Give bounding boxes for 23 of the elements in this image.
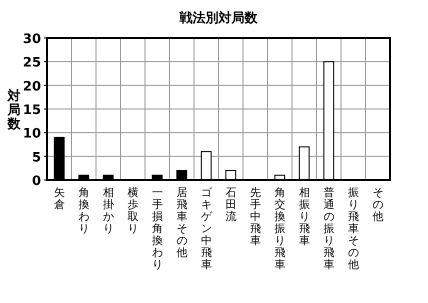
x-tick-label: 普通の振り飛車 xyxy=(323,186,334,271)
y-tick-label: 5 xyxy=(32,150,41,166)
x-tick-label: その他 xyxy=(372,186,384,223)
x-tick-label: 角換わり xyxy=(78,186,90,235)
x-tick-label: 矢倉 xyxy=(54,186,65,211)
x-tick-label: 一手損角換わり xyxy=(152,186,163,271)
chart-title: 戦法別対局数 xyxy=(178,10,258,26)
y-tick-label: 30 xyxy=(22,32,41,47)
y-tick-label: 15 xyxy=(22,103,41,118)
x-tick-label: 相掛かり xyxy=(102,186,114,235)
x-tick-label: 相振り飛車 xyxy=(298,186,310,247)
x-tick-label: 居飛車その他 xyxy=(176,186,188,259)
y-tick-label: 0 xyxy=(32,174,41,189)
x-tick-label: 横歩取り xyxy=(127,186,138,235)
y-tick-label: 20 xyxy=(22,79,41,94)
x-tick-label: 先手中飛車 xyxy=(250,186,261,247)
x-tick-label: 石田流 xyxy=(225,186,236,223)
y-tick-label: 10 xyxy=(22,126,41,142)
x-tick-label: ゴキゲン中飛車 xyxy=(200,186,213,271)
y-axis-title: 対局数 xyxy=(6,88,22,132)
y-tick-label: 25 xyxy=(22,56,41,71)
x-tick-label: 角交換振り飛車 xyxy=(274,186,286,271)
x-tick-label: 振り飛車その他 xyxy=(348,186,359,271)
